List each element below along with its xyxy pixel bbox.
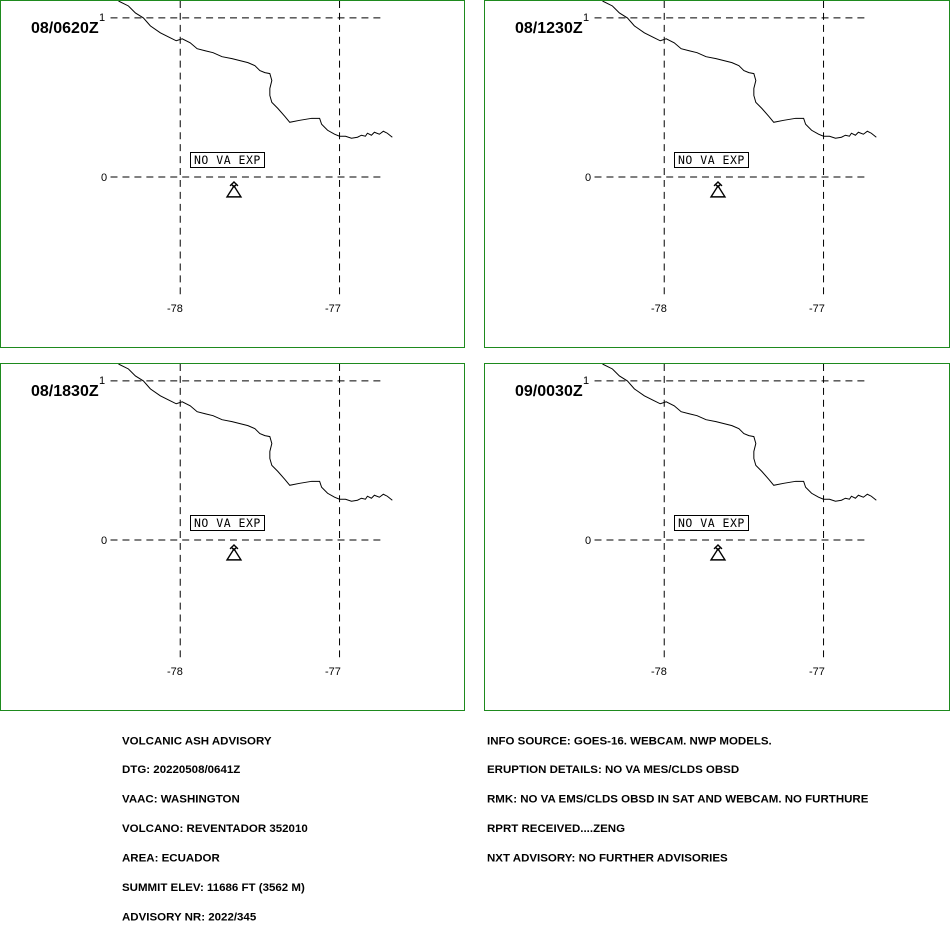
map-graphic: [594, 1, 877, 298]
coastline: [118, 364, 393, 502]
advisory-line: VOLCANO: REVENTADOR 352010: [122, 823, 308, 836]
advisory-line: VAAC: WASHINGTON: [122, 794, 240, 806]
map-panel-4: 09/0030Z 1 0 -78 -77 NO VA EXP: [484, 363, 950, 711]
lon-label-77: -77: [325, 666, 341, 678]
advisory-line: INFO SOURCE: GOES-16. WEBCAM. NWP MODELS…: [487, 735, 772, 748]
lat-label-0: 0: [585, 172, 592, 184]
advisory-header-text: VOLCANIC ASH ADVISORY DTG: 20220508/0641…: [122, 717, 308, 932]
panel-time: 08/1230Z: [515, 20, 583, 37]
va-status-label: NO VA EXP: [190, 152, 265, 168]
advisory-line: DTG: 20220508/0641Z: [122, 764, 241, 777]
volcano-icon: [709, 180, 727, 198]
advisory-line: ADVISORY NR: 2022/345: [122, 911, 257, 924]
lat-label-0: 0: [101, 172, 108, 184]
advisory-line: RMK: NO VA EMS/CLDS OBSD IN SAT AND WEBC…: [487, 794, 869, 806]
map-panel-2: 08/1230Z 1 0 -78 -77 NO VA EXP: [484, 0, 950, 348]
panel-time: 09/0030Z: [515, 383, 583, 400]
map-graphic: [110, 364, 393, 661]
lat-label-1: 1: [99, 375, 106, 387]
lat-label-1: 1: [583, 375, 590, 387]
volcano-icon: [225, 180, 243, 198]
lat-label-1: 1: [99, 12, 106, 24]
lon-label-77: -77: [809, 303, 825, 315]
lon-label-77: -77: [325, 303, 341, 315]
advisory-line: SUMMIT ELEV: 11686 FT (3562 M): [122, 882, 305, 894]
panel-time: 08/0620Z: [31, 20, 99, 37]
advisory-line: NXT ADVISORY: NO FURTHER ADVISORIES: [487, 852, 728, 865]
lat-label-0: 0: [585, 535, 592, 547]
advisory-line: AREA: ECUADOR: [122, 852, 220, 865]
va-status-label: NO VA EXP: [674, 152, 749, 168]
va-status-label: NO VA EXP: [190, 515, 265, 531]
panel-time: 08/1830Z: [31, 383, 99, 400]
lon-label-78: -78: [651, 303, 667, 315]
lon-label-78: -78: [167, 666, 183, 678]
lat-label-1: 1: [583, 12, 590, 24]
map-panel-1: 08/0620Z 1 0 -78 -77 NO VA EXP: [0, 0, 465, 348]
coastline: [602, 1, 877, 139]
coastline: [602, 364, 877, 502]
lon-label-78: -78: [167, 303, 183, 315]
lon-label-77: -77: [809, 666, 825, 678]
va-status-label: NO VA EXP: [674, 515, 749, 531]
advisory-line: ERUPTION DETAILS: NO VA MES/CLDS OBSD: [487, 764, 740, 777]
volcano-icon: [709, 543, 727, 561]
volcano-icon: [225, 543, 243, 561]
coastline: [118, 1, 393, 139]
advisory-details-text: INFO SOURCE: GOES-16. WEBCAM. NWP MODELS…: [487, 717, 868, 874]
advisory-line: RPRT RECEIVED....ZENG: [487, 823, 626, 836]
map-graphic: [110, 1, 393, 298]
lat-label-0: 0: [101, 535, 108, 547]
advisory-line: VOLCANIC ASH ADVISORY: [122, 735, 272, 748]
map-panel-3: 08/1830Z 1 0 -78 -77 NO VA EXP: [0, 363, 465, 711]
map-graphic: [594, 364, 877, 661]
lon-label-78: -78: [651, 666, 667, 678]
